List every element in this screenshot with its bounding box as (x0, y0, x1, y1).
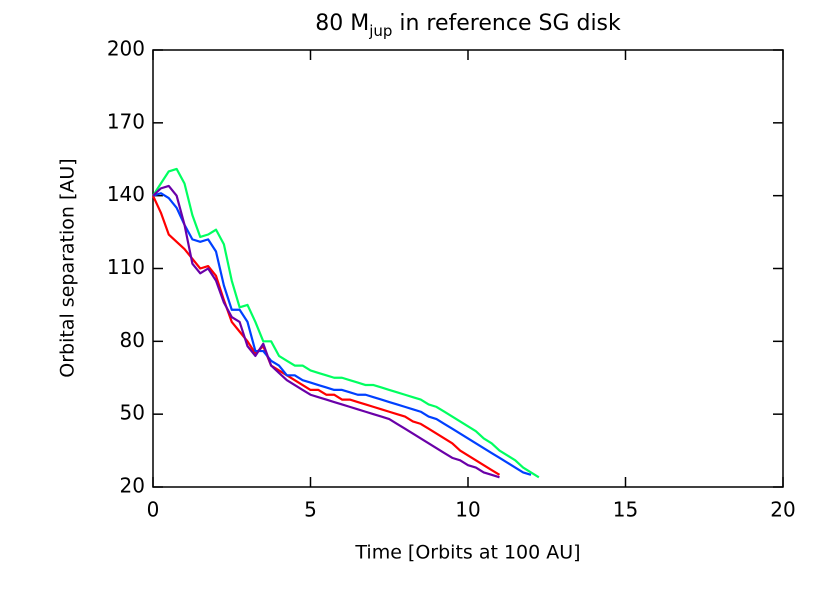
series-line (152, 167, 540, 479)
series-line (152, 192, 532, 476)
chart-title: 80 Mjup in reference SG disk (315, 11, 621, 40)
y-tick-label: 110 (107, 255, 145, 279)
x-tick-label: 15 (613, 498, 638, 522)
y-tick-label: 20 (120, 474, 145, 498)
x-tick-label: 5 (304, 498, 317, 522)
title-sub: jup (368, 22, 392, 40)
title-main: 80 M (315, 11, 369, 36)
y-tick-label: 170 (107, 109, 145, 133)
y-tick-label: 50 (120, 401, 145, 425)
y-axis-label: Orbital separation [AU] (57, 158, 79, 377)
title-rest: in reference SG disk (392, 11, 621, 36)
y-tick-label: 80 (120, 328, 145, 352)
series-line (152, 184, 500, 479)
x-tick-label: 10 (455, 498, 480, 522)
x-tick-label: 20 (770, 498, 795, 522)
x-tick-label: 0 (147, 498, 160, 522)
plot-frame (152, 49, 784, 488)
y-tick-label: 200 (107, 37, 145, 61)
y-tick-label: 140 (107, 182, 145, 206)
series-line (152, 195, 501, 476)
x-axis-label: Time [Orbits at 100 AU] (354, 542, 580, 564)
